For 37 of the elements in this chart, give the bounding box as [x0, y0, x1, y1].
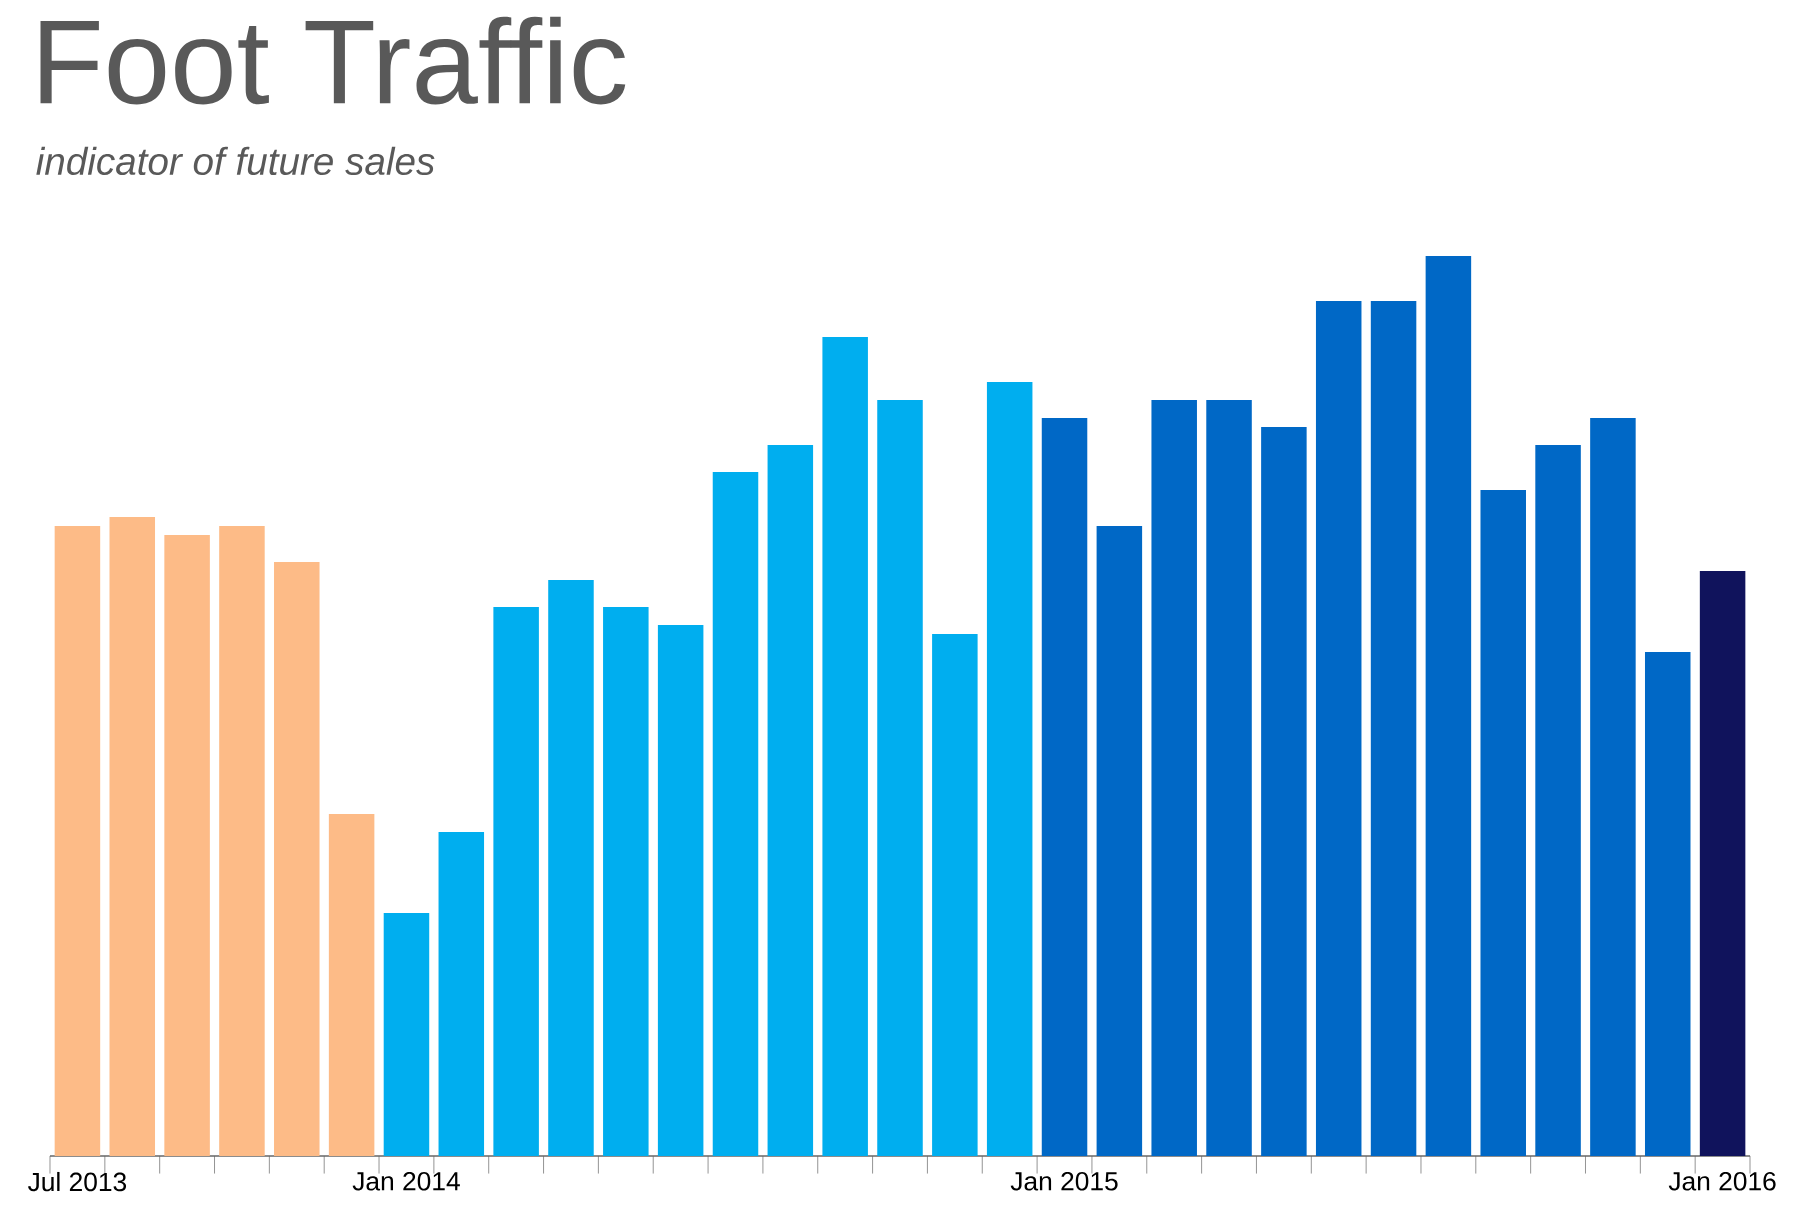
- bar: [164, 534, 210, 1156]
- bar: [1699, 570, 1746, 1156]
- bar: [548, 579, 594, 1156]
- bar: [657, 624, 704, 1156]
- x-tick-label: Jul 2013: [27, 1171, 127, 1192]
- bar: [493, 606, 539, 1156]
- bar: [1370, 300, 1417, 1156]
- bar: [1480, 489, 1526, 1156]
- x-tick-label: Jan 2016: [1668, 1171, 1776, 1191]
- bar: [986, 381, 1033, 1156]
- bar: [767, 444, 814, 1156]
- bar: [1151, 399, 1197, 1156]
- bar: [328, 813, 375, 1156]
- bar: [274, 561, 320, 1156]
- chart-subtitle: indicator of future sales: [36, 146, 435, 176]
- bar: [1425, 255, 1472, 1156]
- bar: [438, 831, 485, 1156]
- bar: [1644, 651, 1691, 1156]
- bar: [1096, 525, 1143, 1156]
- bar: [712, 471, 759, 1156]
- bar: [822, 336, 868, 1156]
- bar: [1206, 399, 1252, 1156]
- bar: [219, 525, 265, 1156]
- bar: [1590, 417, 1636, 1156]
- bar: [932, 633, 978, 1156]
- bar: [1041, 417, 1088, 1156]
- chart-title: Foot Traffic: [40, 16, 626, 105]
- bar: [1535, 444, 1581, 1156]
- bar: [383, 912, 430, 1156]
- bar: [54, 525, 101, 1156]
- bar: [1261, 426, 1307, 1156]
- bar: [603, 606, 649, 1156]
- x-tick-label: Jan 2015: [1010, 1171, 1118, 1191]
- x-tick-label: Jan 2014: [352, 1171, 460, 1191]
- bar: [109, 516, 156, 1156]
- bar: [877, 399, 923, 1156]
- bar: [1315, 300, 1362, 1156]
